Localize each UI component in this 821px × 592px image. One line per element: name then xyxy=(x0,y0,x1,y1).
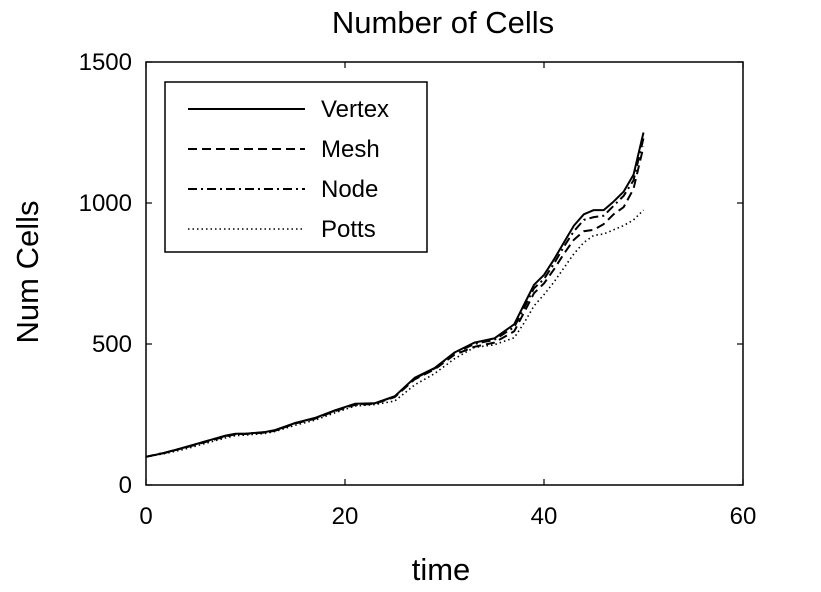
legend-label-vertex: Vertex xyxy=(321,96,389,123)
x-tick-label: 40 xyxy=(531,503,558,530)
x-axis-label: time xyxy=(412,552,471,587)
x-tick-label: 20 xyxy=(332,503,359,530)
x-tick-label: 0 xyxy=(139,503,152,530)
series-line-node xyxy=(145,137,645,458)
y-tick-label: 1000 xyxy=(79,190,132,217)
axis-ticks: 0 20 40 60 0 500 1000 1500 xyxy=(79,49,757,530)
x-tick-label: 60 xyxy=(730,503,757,530)
legend-label-node: Node xyxy=(321,176,378,203)
chart-title: Number of Cells xyxy=(332,5,554,40)
legend: Vertex Mesh Node Potts xyxy=(164,81,428,253)
legend-label-potts: Potts xyxy=(321,216,376,243)
series-lines xyxy=(145,132,645,458)
series-line-mesh xyxy=(145,146,645,458)
y-tick-label: 1500 xyxy=(79,49,132,76)
plot-frame xyxy=(145,61,744,486)
legend-entries: Vertex Mesh Node Potts xyxy=(188,96,389,243)
legend-box xyxy=(164,81,428,253)
y-axis-label: Num Cells xyxy=(10,201,45,344)
series-line-potts xyxy=(145,209,645,458)
legend-label-mesh: Mesh xyxy=(321,136,380,163)
y-tick-label: 0 xyxy=(119,472,132,499)
y-tick-label: 500 xyxy=(92,331,132,358)
